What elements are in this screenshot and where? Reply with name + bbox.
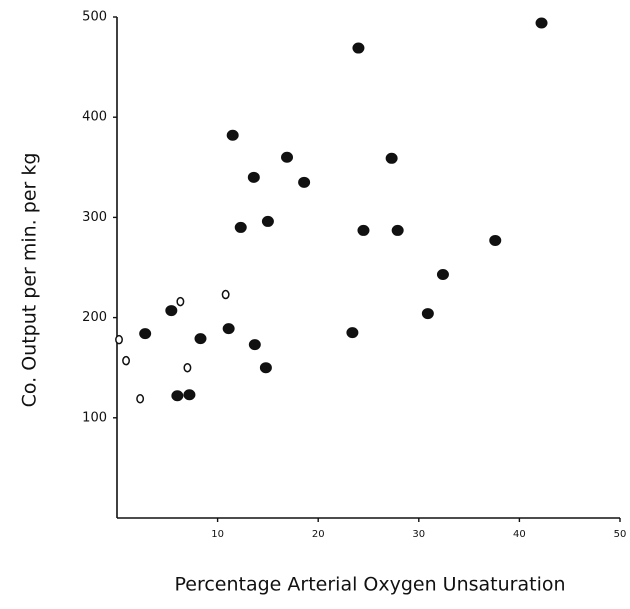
point — [535, 17, 548, 29]
point — [489, 234, 502, 246]
point — [281, 151, 294, 163]
y-tick-label: 200 — [82, 310, 107, 325]
x-tick-label: 50 — [614, 529, 627, 540]
point — [352, 42, 365, 54]
open-point — [221, 289, 230, 300]
point — [385, 152, 398, 164]
x-tick-label: 20 — [312, 529, 325, 540]
y-axis-title: Co. Output per min. per kg — [19, 153, 41, 408]
y-tick-label: 100 — [82, 410, 107, 425]
point — [222, 323, 235, 335]
point — [194, 333, 207, 345]
point — [436, 269, 449, 281]
x-axis-title: Percentage Arterial Oxygen Unsaturation — [174, 574, 565, 596]
point — [346, 327, 359, 339]
point — [247, 171, 260, 183]
point — [357, 224, 370, 236]
x-tick-label: 30 — [412, 529, 425, 540]
point — [298, 176, 311, 188]
point — [261, 215, 274, 227]
point — [248, 339, 261, 351]
point — [165, 305, 178, 317]
point — [234, 221, 247, 233]
x-tick-label: 10 — [211, 529, 224, 540]
point — [139, 328, 152, 340]
open-point — [122, 355, 131, 366]
open-point — [183, 362, 192, 373]
point — [183, 389, 196, 401]
open-point — [136, 394, 145, 404]
point — [391, 224, 404, 236]
point — [171, 390, 184, 402]
open-point — [115, 334, 123, 345]
x-tick-label: 40 — [513, 529, 526, 540]
point — [259, 362, 272, 374]
y-tick-label: 300 — [82, 210, 107, 225]
y-tick-label: 500 — [82, 10, 107, 25]
point — [226, 129, 239, 141]
y-tick-label: 400 — [82, 110, 107, 125]
point — [421, 308, 434, 320]
open-point — [176, 296, 185, 307]
